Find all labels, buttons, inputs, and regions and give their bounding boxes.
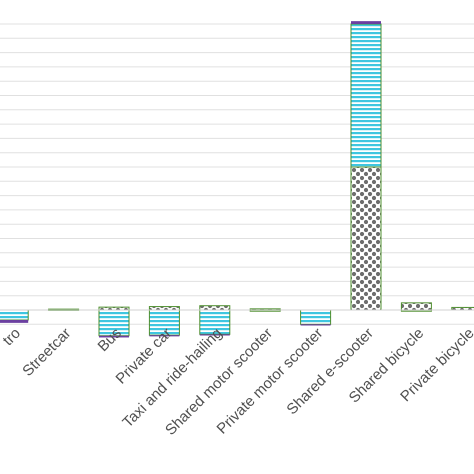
bar-series [0,21,474,338]
bar-hlines-3 [148,309,180,336]
bar-solid-7 [351,21,381,24]
bar-solid-0 [0,320,29,323]
tick-label-7: Shared e-scooter [283,325,376,418]
bar-hlines-0 [0,309,29,321]
gridlines [0,23,474,325]
bar-solid-4 [199,334,230,336]
bar-hlines-7 [350,23,382,168]
bar-solid-3 [149,335,180,337]
tick-label-1: Streetcar [19,325,74,380]
bar-solid-6 [300,324,331,326]
bar-hlines-6 [300,309,332,325]
bar-dots-7 [350,166,382,311]
bar-solid-2 [99,335,129,338]
tick-label-0: tro [0,325,24,349]
bar-dots-3 [148,306,180,311]
bar-dots-8 [400,302,432,311]
bar-dots-4 [199,305,231,311]
